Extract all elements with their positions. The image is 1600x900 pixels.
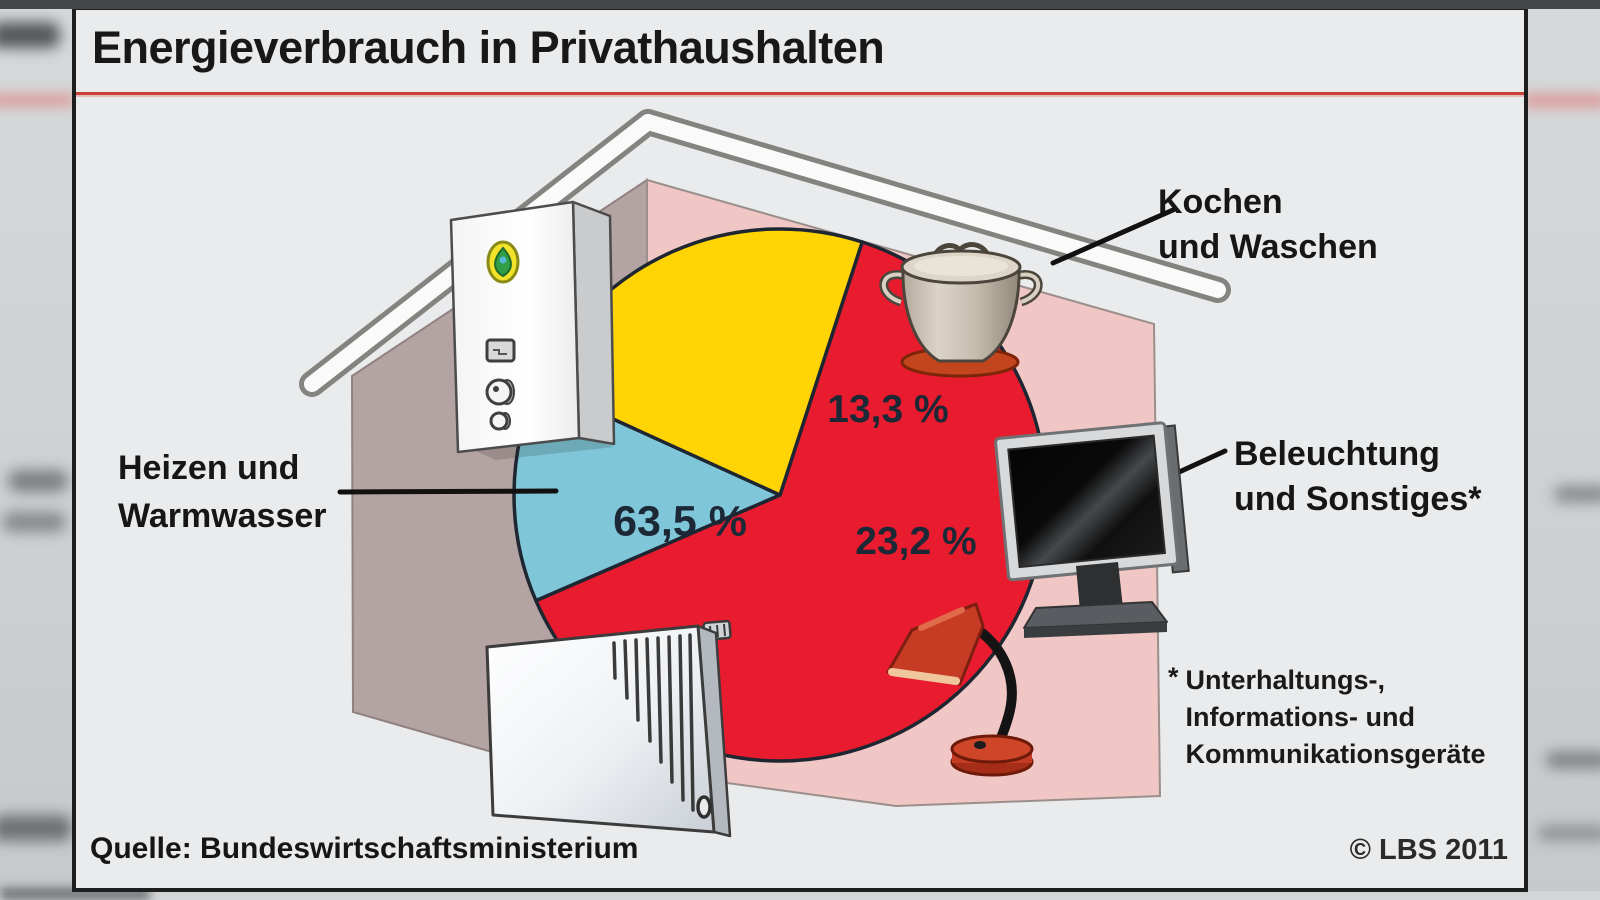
label-heizen-warmwasser: Heizen und Warmwasser xyxy=(118,449,327,535)
house-pie-scene xyxy=(299,109,1231,838)
background-bottom-band xyxy=(0,891,1600,900)
radiator-icon xyxy=(485,619,732,838)
boiler-dial xyxy=(485,378,513,406)
source-credit: Quelle: Bundeswirtschaftsministerium xyxy=(90,832,639,865)
title-divider-rule xyxy=(76,92,1524,95)
footnote: * Unterhaltungs-, Informations- und Komm… xyxy=(1168,662,1486,773)
background-top-band xyxy=(0,0,1600,9)
pie-value-kochen: 13,3 % xyxy=(827,388,949,431)
pie-value-beleuchtung: 23,2 % xyxy=(855,520,977,563)
background-blur-left xyxy=(0,0,72,900)
lamp-base xyxy=(950,734,1034,764)
copyright-notice: © LBS 2011 xyxy=(1349,834,1508,866)
callout-line-kochen xyxy=(1050,207,1176,266)
label-kochen-waschen: Kochen und Waschen xyxy=(1158,183,1378,266)
background-blur-right xyxy=(1528,0,1600,900)
pie-value-heizen: 63,5 % xyxy=(613,497,747,546)
callout-line-beleuchtung xyxy=(1174,448,1228,476)
radiator-drain xyxy=(696,795,712,819)
infographic-panel: Energieverbrauch in Privathaushalten xyxy=(72,6,1528,892)
callout-lines xyxy=(337,207,1228,495)
page-title: Energieverbrauch in Privathaushalten xyxy=(92,22,885,73)
computer-monitor-icon xyxy=(994,421,1190,638)
gas-boiler-icon xyxy=(449,200,616,460)
boiler-display xyxy=(485,338,516,363)
monitor-screen xyxy=(1007,434,1167,569)
monitor-stand xyxy=(1076,562,1123,611)
footnote-asterisk: * xyxy=(1168,662,1179,692)
boiler-small-dial xyxy=(489,411,509,431)
desk-lamp-icon xyxy=(886,602,1034,777)
label-beleuchtung-sonstiges: Beleuchtung und Sonstiges* xyxy=(1234,435,1482,518)
radiator-fins xyxy=(612,633,695,812)
cooking-pot-icon xyxy=(879,242,1043,378)
callout-line-heizen xyxy=(337,488,559,495)
